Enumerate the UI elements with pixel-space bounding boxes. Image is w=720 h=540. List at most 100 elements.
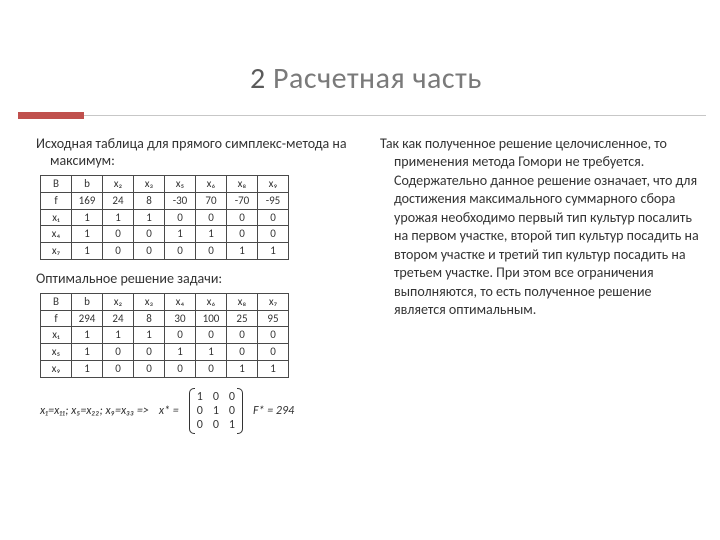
table-cell: 1 xyxy=(196,226,227,243)
table-cell: 0 xyxy=(227,327,258,344)
matrix-cell: 0 xyxy=(213,418,219,432)
table-cell: 0 xyxy=(196,360,227,377)
table-cell: 95 xyxy=(258,310,289,327)
table-cell: -95 xyxy=(258,192,289,209)
matrix-row: 100 xyxy=(197,390,235,404)
table-cell: 0 xyxy=(165,360,196,377)
matrix-cell: 0 xyxy=(197,404,203,418)
table-cell: 0 xyxy=(103,243,134,260)
table-cell: x₁ xyxy=(41,209,72,226)
matrix-cell: 1 xyxy=(229,418,235,432)
table-row: x₁1110000 xyxy=(41,327,289,344)
table-cell: 0 xyxy=(258,327,289,344)
table-cell: 0 xyxy=(103,226,134,243)
table-cell: 1 xyxy=(227,243,258,260)
matrix: 100010001 xyxy=(189,388,243,434)
table-cell: 1 xyxy=(72,327,103,344)
table-cell: 0 xyxy=(196,327,227,344)
table-header-cell: x₇ xyxy=(258,293,289,310)
table-row: x₉1000011 xyxy=(41,360,289,377)
title-number: 2 xyxy=(250,60,266,97)
table-header-cell: x₄ xyxy=(165,293,196,310)
table-cell: 294 xyxy=(72,310,103,327)
table-row: x₄1001100 xyxy=(41,226,289,243)
slide: 2 Расчетная часть Исходная таблица для п… xyxy=(0,0,720,540)
fstar: F* = 294 xyxy=(253,404,294,418)
table-cell: 1 xyxy=(258,243,289,260)
table-cell: x₁ xyxy=(41,327,72,344)
divider-line xyxy=(84,115,706,116)
table-cell: 0 xyxy=(165,243,196,260)
table-cell: 0 xyxy=(227,344,258,361)
title-text: Расчетная часть xyxy=(273,60,482,97)
table-cell: 70 xyxy=(196,192,227,209)
slide-title: 2 Расчетная часть xyxy=(250,60,482,97)
table-header-cell: x₈ xyxy=(227,176,258,193)
matrix-cell: 1 xyxy=(197,390,203,404)
matrix-cell: 0 xyxy=(229,390,235,404)
table-header-cell: x₆ xyxy=(196,176,227,193)
table-cell: 24 xyxy=(103,192,134,209)
table-cell: 1 xyxy=(165,344,196,361)
table-cell: x₇ xyxy=(41,243,72,260)
matrix-cell: 1 xyxy=(213,404,219,418)
left-column: Исходная таблица для прямого симплекс-ме… xyxy=(36,135,364,434)
table-cell: 1 xyxy=(134,327,165,344)
table-cell: 1 xyxy=(72,344,103,361)
explanation-text: Так как полученное решение целочисленное… xyxy=(380,135,700,320)
table-cell: 1 xyxy=(103,209,134,226)
table-cell: 0 xyxy=(196,243,227,260)
table-cell: x₅ xyxy=(41,344,72,361)
table-row: x₁1110000 xyxy=(41,209,289,226)
table-header-cell: x₂ xyxy=(103,176,134,193)
intro-text-2: Оптимальное решение задачи: xyxy=(36,270,364,287)
table-cell: 0 xyxy=(134,360,165,377)
table-cell: -30 xyxy=(165,192,196,209)
table-cell: 0 xyxy=(258,344,289,361)
simplex-table-initial: Bbx₂x₃x₅x₆x₈x₉f169248-3070-70-95x₁111000… xyxy=(40,175,289,260)
table-cell: 1 xyxy=(103,327,134,344)
table-header-cell: b xyxy=(72,176,103,193)
matrix-cell: 0 xyxy=(213,390,219,404)
xstar-label: x* = xyxy=(159,404,179,418)
table-cell: 0 xyxy=(134,344,165,361)
table-cell: 1 xyxy=(134,209,165,226)
equation-line: x₁=x₁₁; x₅=x₂₂; x₉=x₃₃ => x* = 100010001… xyxy=(36,388,364,434)
table-header-cell: b xyxy=(72,293,103,310)
right-column: Так как полученное решение целочисленное… xyxy=(380,135,700,326)
table-cell: 0 xyxy=(165,327,196,344)
eq-lhs: x₁=x₁₁; x₅=x₂₂; x₉=x₃₃ => xyxy=(40,404,149,418)
table-cell: 0 xyxy=(196,209,227,226)
table-cell: 0 xyxy=(227,209,258,226)
table-cell: 1 xyxy=(72,209,103,226)
table-cell: -70 xyxy=(227,192,258,209)
table-header-cell: B xyxy=(41,293,72,310)
table-cell: 1 xyxy=(165,226,196,243)
table-row: f294248301002595 xyxy=(41,310,289,327)
table-cell: 0 xyxy=(258,209,289,226)
table-cell: 1 xyxy=(72,243,103,260)
simplex-table-optimal: Bbx₂x₃x₄x₆x₈x₇f294248301002595x₁1110000x… xyxy=(40,293,289,378)
matrix-row: 010 xyxy=(197,404,235,418)
table-header-cell: x₆ xyxy=(196,293,227,310)
table-cell: 1 xyxy=(72,226,103,243)
table-row: x₅1001100 xyxy=(41,344,289,361)
table-header-cell: x₃ xyxy=(134,293,165,310)
table-cell: 1 xyxy=(258,360,289,377)
table-cell: 0 xyxy=(258,226,289,243)
table-cell: 25 xyxy=(227,310,258,327)
table-cell: 0 xyxy=(134,226,165,243)
table-cell: 30 xyxy=(165,310,196,327)
matrix-row: 001 xyxy=(197,418,235,432)
table-row: x₇1000011 xyxy=(41,243,289,260)
table-cell: 0 xyxy=(165,209,196,226)
matrix-cell: 0 xyxy=(229,404,235,418)
accent-bar xyxy=(18,112,84,119)
table-row: f169248-3070-70-95 xyxy=(41,192,289,209)
table-cell: 0 xyxy=(103,360,134,377)
table-header-cell: x₉ xyxy=(258,176,289,193)
table-cell: 1 xyxy=(227,360,258,377)
table-cell: 8 xyxy=(134,310,165,327)
table-cell: 100 xyxy=(196,310,227,327)
intro-text-1: Исходная таблица для прямого симплекс-ме… xyxy=(36,135,364,169)
